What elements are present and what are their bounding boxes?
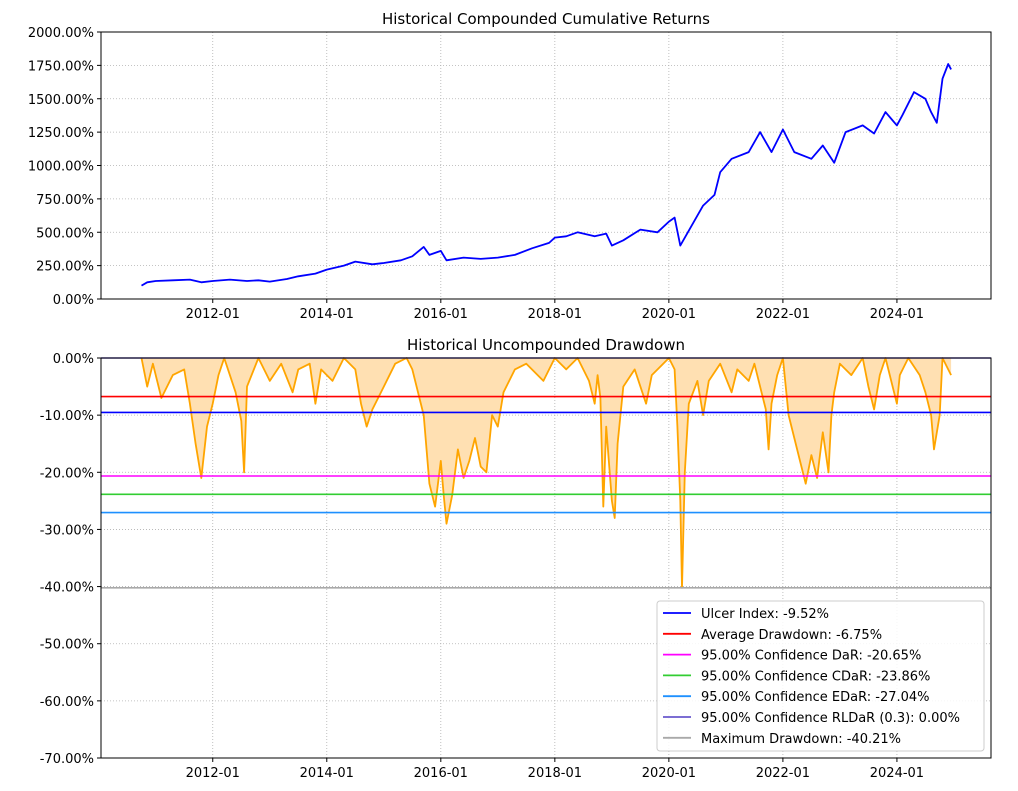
y-tick-label: 1000.00% [28, 160, 94, 175]
y-tick-label: 750.00% [36, 193, 94, 208]
y-tick-label: -50.00% [40, 638, 94, 653]
x-tick-label: 2020-01 [642, 766, 696, 781]
chart-title: Historical Uncompounded Drawdown [407, 336, 685, 354]
y-tick-label: -20.00% [40, 466, 94, 481]
y-tick-label: 1250.00% [28, 126, 94, 141]
y-tick-label: 2000.00% [28, 26, 94, 41]
legend-label: 95.00% Confidence EDaR: -27.04% [701, 690, 930, 705]
x-tick-label: 2014-01 [300, 307, 354, 322]
x-tick-label: 2016-01 [414, 307, 468, 322]
legend-label: Ulcer Index: -9.52% [701, 607, 829, 622]
y-tick-label: -60.00% [40, 695, 94, 710]
y-tick-label: -40.00% [40, 581, 94, 596]
chart-title: Historical Compounded Cumulative Returns [382, 10, 710, 28]
legend: Ulcer Index: -9.52% Average Drawdown: -6.… [656, 600, 985, 752]
drawdown-fill [141, 358, 952, 588]
x-tick-label: 2012-01 [186, 766, 240, 781]
y-tick-label: 0.00% [53, 293, 94, 308]
x-tick-label: 2016-01 [414, 766, 468, 781]
x-tick-label: 2018-01 [528, 307, 582, 322]
x-tick-label: 2024-01 [870, 307, 924, 322]
y-tick-label: 0.00% [53, 352, 94, 367]
x-tick-label: 2022-01 [756, 766, 810, 781]
legend-label: 95.00% Confidence DaR: -20.65% [701, 649, 921, 664]
y-tick-label: 1750.00% [28, 59, 94, 74]
x-tick-label: 2014-01 [300, 766, 354, 781]
subplot-2: 2012-01 2014-01 2016-01 2018-01 2020-01 2022-… [40, 336, 992, 781]
x-tick-label: 2022-01 [756, 307, 810, 322]
x-tick-label: 2012-01 [186, 307, 240, 322]
x-tick-label: 2018-01 [528, 766, 582, 781]
x-tick-label: 2020-01 [642, 307, 696, 322]
y-tick-label: -30.00% [40, 523, 94, 538]
legend-box [656, 600, 985, 752]
y-tick-label: -10.00% [40, 409, 94, 424]
legend-label: Average Drawdown: -6.75% [701, 628, 882, 643]
cumulative-returns-line [141, 63, 952, 287]
subplot-1: 2012-01 2014-01 2016-01 2018-01 2020-01 2022-… [28, 10, 992, 322]
legend-label: Maximum Drawdown: -40.21% [701, 732, 901, 747]
y-tick-label: 500.00% [36, 226, 94, 241]
axes-frame [100, 357, 992, 759]
y-tick-label: -70.00% [40, 752, 94, 767]
y-tick-label: 250.00% [36, 260, 94, 275]
axes-frame [100, 31, 992, 300]
legend-label: 95.00% Confidence RLDaR (0.3): 0.00% [701, 711, 960, 726]
x-tick-label: 2024-01 [870, 766, 924, 781]
drawdown-line [140, 357, 952, 589]
y-tick-label: 1500.00% [28, 93, 94, 108]
legend-label: 95.00% Confidence CDaR: -23.86% [701, 669, 930, 684]
